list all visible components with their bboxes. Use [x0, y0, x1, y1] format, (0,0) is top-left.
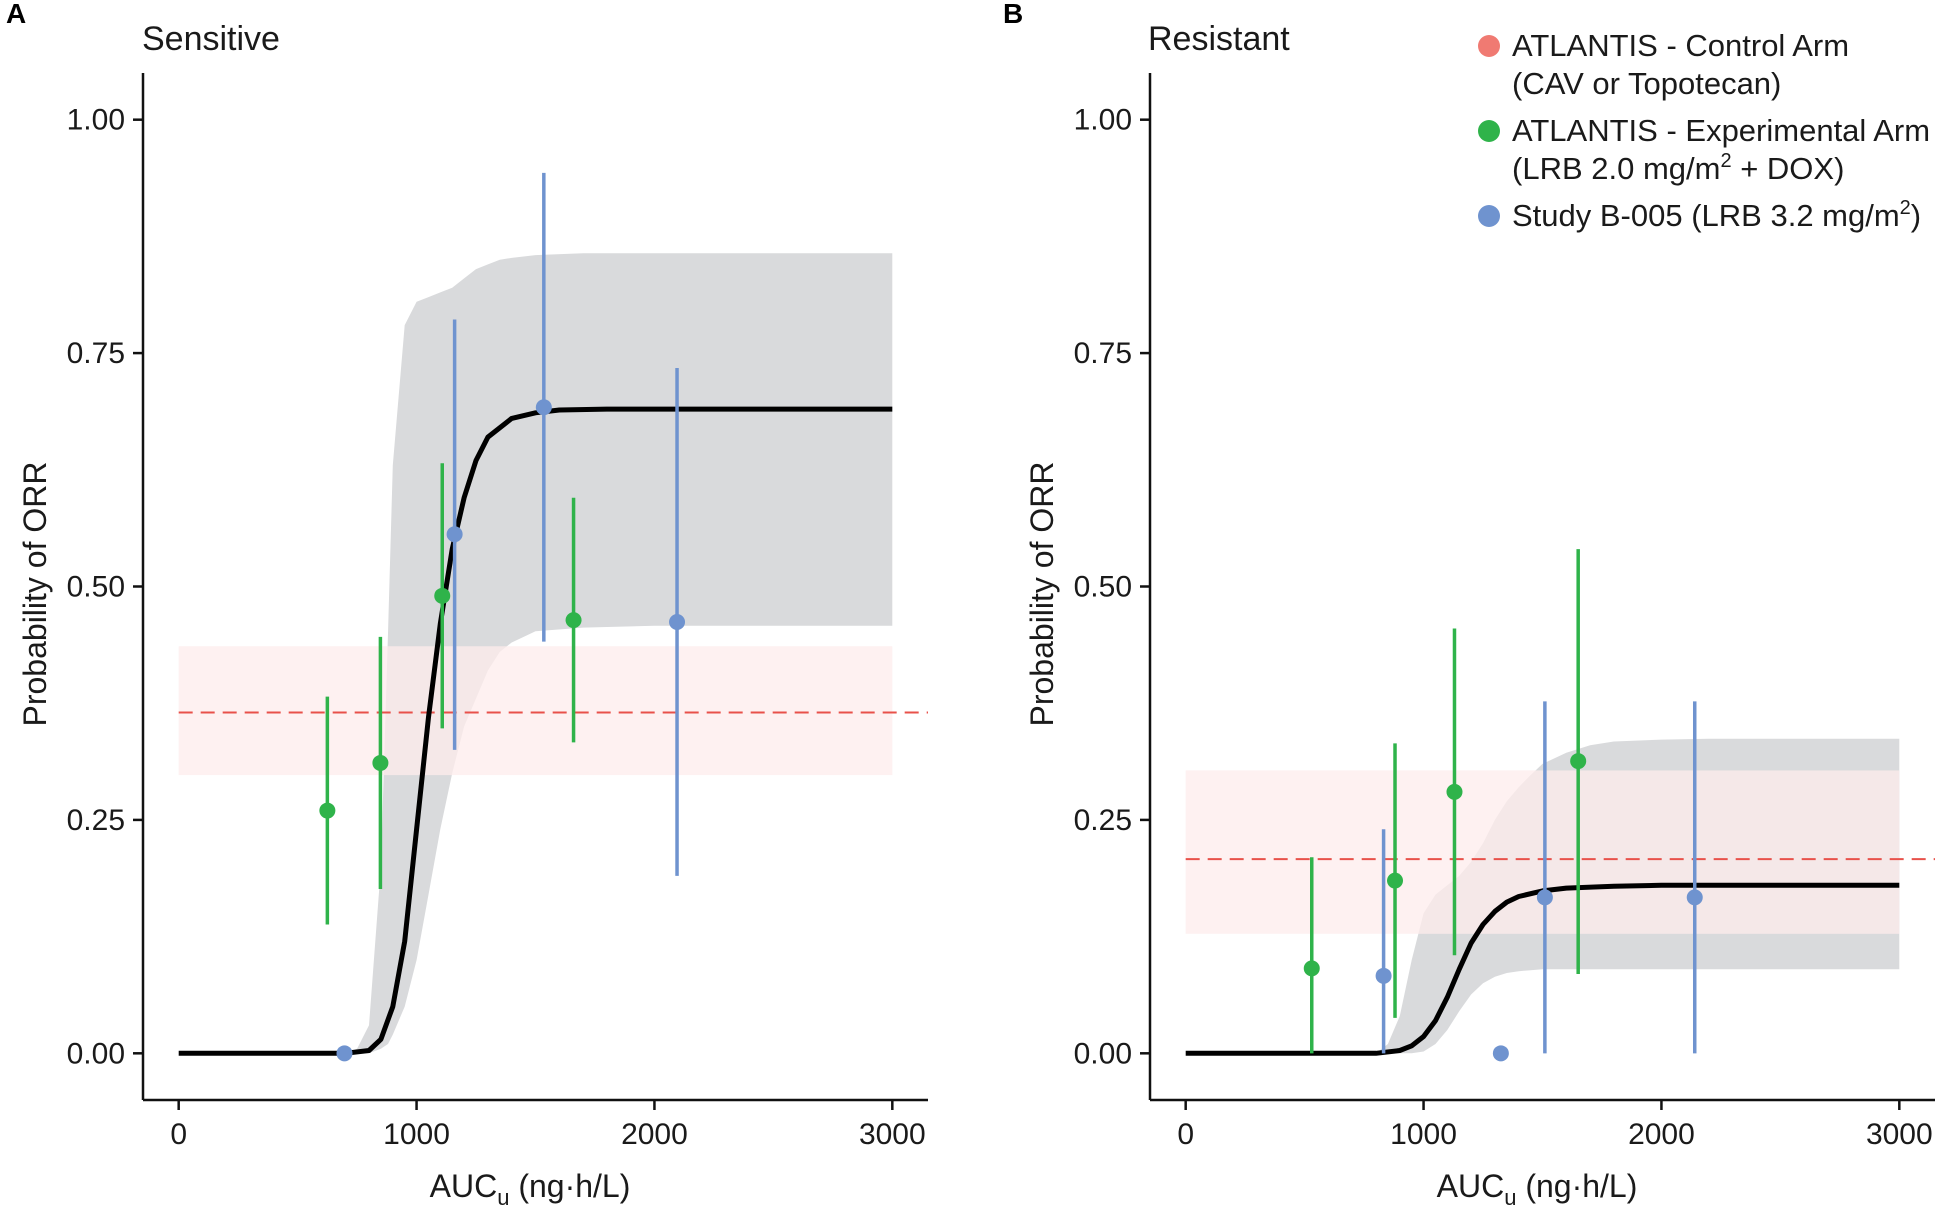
x-axis-label: AUCu (ng·h/L)	[1437, 1168, 1638, 1210]
y-tick-label: 0.50	[67, 571, 125, 604]
legend-label-experimental-line2: (LRB 2.0 mg/m2 + DOX)	[1512, 150, 1844, 186]
x-tick-label: 3000	[1866, 1118, 1933, 1151]
y-tick-label: 0.00	[1074, 1037, 1132, 1070]
data-point-study-3	[669, 613, 686, 630]
legend-marker-experimental	[1478, 120, 1500, 142]
panel-title: Resistant	[1148, 20, 1290, 58]
data-point-study-2	[535, 399, 552, 416]
x-tick-label: 1000	[1390, 1118, 1457, 1151]
data-point-experimental-1	[372, 754, 389, 771]
data-point-experimental-2	[434, 587, 451, 604]
y-axis-label: Probability of ORR	[1024, 462, 1060, 727]
data-point-experimental-3	[1570, 753, 1587, 770]
y-tick-label: 0.25	[1074, 804, 1132, 837]
model-curve	[1185, 882, 1900, 1056]
y-tick-label: 0.00	[67, 1037, 125, 1070]
x-tick-label: 3000	[859, 1118, 926, 1151]
x-tick-label: 0	[1177, 1118, 1194, 1151]
panel-b: B Resistant Probability of ORR AUCu (ng·…	[1003, 0, 1935, 1210]
data-point-experimental-3	[565, 612, 582, 629]
y-tick-label: 0.50	[1074, 571, 1132, 604]
panel-letter: A	[6, 0, 26, 29]
data-point-experimental-1	[1387, 872, 1404, 889]
data-point-experimental-0	[1303, 960, 1320, 977]
data-point-study-0	[336, 1045, 353, 1062]
legend: ATLANTIS - Control Arm (CAV or Topotecan…	[1478, 28, 1930, 233]
y-tick-label: 0.25	[67, 804, 125, 837]
panel-title: Sensitive	[142, 20, 280, 58]
panel-a: A Sensitive Probability of ORR AUCu (ng·…	[6, 0, 928, 1210]
data-point-study-2	[1536, 889, 1553, 906]
y-axis-label: Probability of ORR	[17, 462, 53, 727]
legend-label-experimental: ATLANTIS - Experimental Arm	[1512, 113, 1930, 148]
legend-label-study: Study B-005 (LRB 3.2 mg/m2)	[1512, 197, 1921, 233]
legend-marker-study	[1478, 205, 1500, 227]
y-tick-label: 0.75	[1074, 337, 1132, 370]
legend-label-control-line2: (CAV or Topotecan)	[1512, 66, 1781, 101]
data-point-study-1	[1492, 1045, 1509, 1062]
y-tick-label: 0.75	[67, 337, 125, 370]
x-tick-label: 1000	[383, 1118, 450, 1151]
model-curve	[178, 406, 893, 1056]
x-tick-label: 0	[170, 1118, 187, 1151]
control-arm-ci-band	[178, 646, 893, 776]
y-tick-label: 1.00	[67, 104, 125, 137]
panel-letter: B	[1003, 0, 1023, 29]
x-axis-label: AUCu (ng·h/L)	[430, 1168, 631, 1210]
data-point-study-1	[446, 526, 463, 543]
legend-label-control: ATLANTIS - Control Arm	[1512, 28, 1849, 63]
legend-marker-control	[1478, 35, 1500, 57]
data-point-experimental-0	[319, 802, 336, 819]
y-tick-label: 1.00	[1074, 104, 1132, 137]
x-tick-label: 2000	[621, 1118, 688, 1151]
data-point-study-3	[1686, 889, 1703, 906]
x-tick-label: 2000	[1628, 1118, 1695, 1151]
data-point-experimental-2	[1446, 783, 1463, 800]
data-point-study-0	[1375, 967, 1392, 984]
control-arm-ci-band	[1185, 770, 1900, 934]
